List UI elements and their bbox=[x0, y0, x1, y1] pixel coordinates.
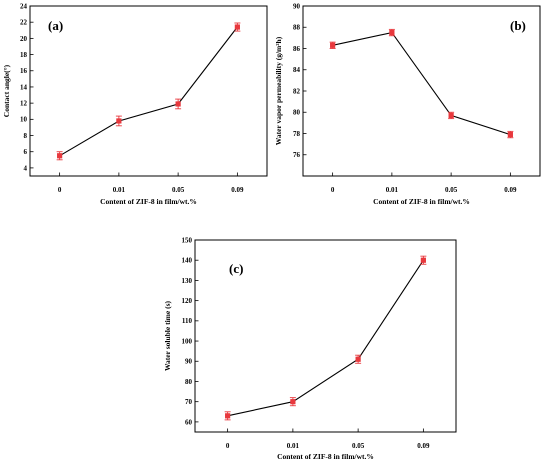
y-tick-label-76: 76 bbox=[293, 151, 301, 159]
y-tick-label-80: 80 bbox=[185, 378, 193, 386]
y-tick-label-110: 110 bbox=[182, 317, 193, 325]
data-point-0.09 bbox=[234, 24, 240, 30]
y-tick-label-150: 150 bbox=[182, 236, 193, 244]
y-tick-label-6: 6 bbox=[24, 148, 28, 156]
y-tick-label-16: 16 bbox=[20, 67, 28, 75]
x-tick-label-0.09: 0.09 bbox=[417, 442, 430, 450]
y-tick-label-100: 100 bbox=[182, 337, 193, 345]
x-axis-title: Content of ZIF-8 in film/wt.% bbox=[100, 197, 197, 206]
chart-panel-a: 4 6 8 10 12 14 16 18 20 22 24 0 0.01 0.05 0.09 Content … bbox=[2, 2, 268, 206]
series-line bbox=[59, 26, 238, 157]
x-tick-label-0.01: 0.01 bbox=[287, 442, 300, 450]
y-tick-label-80: 80 bbox=[293, 109, 301, 117]
data-point-0 bbox=[225, 413, 231, 419]
y-tick-label-8: 8 bbox=[24, 132, 28, 140]
y-tick-label-70: 70 bbox=[185, 398, 193, 406]
data-point-0.05 bbox=[448, 112, 454, 119]
x-tick-label-0: 0 bbox=[331, 186, 335, 194]
y-tick-label-90: 90 bbox=[293, 2, 301, 10]
y-axis-title: Contact angle(°) bbox=[2, 64, 11, 117]
series-line bbox=[332, 31, 511, 136]
data-point-0.09 bbox=[420, 257, 426, 263]
x-tick-label-0: 0 bbox=[226, 442, 230, 450]
y-tick-label-90: 90 bbox=[185, 358, 193, 366]
y-tick-label-84: 84 bbox=[293, 66, 301, 74]
y-tick-label-120: 120 bbox=[182, 297, 193, 305]
series-line bbox=[227, 259, 424, 417]
data-point-0.05 bbox=[355, 356, 361, 362]
panel-label: (a) bbox=[48, 18, 63, 33]
y-axis-title: Water soluble time (s) bbox=[163, 300, 172, 371]
x-tick-label-0.09: 0.09 bbox=[504, 186, 517, 194]
y-tick-label-10: 10 bbox=[20, 116, 28, 124]
x-tick-label-0.05: 0.05 bbox=[445, 186, 458, 194]
x-tick-label-0.05: 0.05 bbox=[172, 186, 185, 194]
data-point-0.05 bbox=[175, 101, 181, 107]
y-tick-label-60: 60 bbox=[185, 418, 193, 426]
data-point-0.09 bbox=[507, 131, 513, 138]
x-axis-title: Content of ZIF-8 in film/wt.% bbox=[373, 197, 470, 206]
panel-label: (b) bbox=[510, 18, 526, 33]
x-tick-label-0.01: 0.01 bbox=[386, 186, 399, 194]
y-tick-label-86: 86 bbox=[293, 45, 301, 53]
chart-panel-c: 60 70 80 90 100 110 120 130 140 150 0 0.01 0.05 0.09 C… bbox=[163, 236, 457, 461]
x-tick-label-0: 0 bbox=[58, 186, 62, 194]
y-tick-label-140: 140 bbox=[182, 257, 193, 265]
y-tick-label-78: 78 bbox=[293, 130, 301, 138]
y-tick-label-12: 12 bbox=[20, 100, 28, 108]
data-point-0 bbox=[57, 153, 63, 159]
y-tick-label-88: 88 bbox=[293, 24, 301, 32]
data-point-0.01 bbox=[389, 29, 395, 36]
panel-label: (c) bbox=[229, 261, 243, 276]
y-tick-label-4: 4 bbox=[24, 164, 28, 172]
x-tick-label-0.01: 0.01 bbox=[113, 186, 126, 194]
y-tick-label-130: 130 bbox=[182, 277, 193, 285]
x-axis-title: Content of ZIF-8 in film/wt.% bbox=[277, 452, 374, 461]
y-axis-title: Water vapor permeability (g/m²h) bbox=[274, 36, 283, 145]
y-tick-label-82: 82 bbox=[293, 87, 301, 95]
data-point-0.01 bbox=[116, 118, 122, 124]
data-point-0.01 bbox=[290, 399, 296, 405]
plot-frame bbox=[194, 239, 457, 433]
y-tick-label-22: 22 bbox=[20, 19, 28, 27]
plot-frame bbox=[302, 5, 541, 177]
plot-frame bbox=[29, 5, 268, 177]
y-tick-label-18: 18 bbox=[20, 51, 28, 59]
chart-panel-b: 76 78 80 82 84 86 88 90 0 0.01 0.05 0.09 Content of … bbox=[274, 2, 541, 206]
x-tick-label-0.09: 0.09 bbox=[231, 186, 244, 194]
y-tick-label-14: 14 bbox=[20, 83, 28, 91]
x-tick-label-0.05: 0.05 bbox=[352, 442, 365, 450]
data-point-0 bbox=[330, 42, 336, 48]
y-tick-label-24: 24 bbox=[20, 2, 28, 10]
y-tick-label-20: 20 bbox=[20, 35, 28, 43]
